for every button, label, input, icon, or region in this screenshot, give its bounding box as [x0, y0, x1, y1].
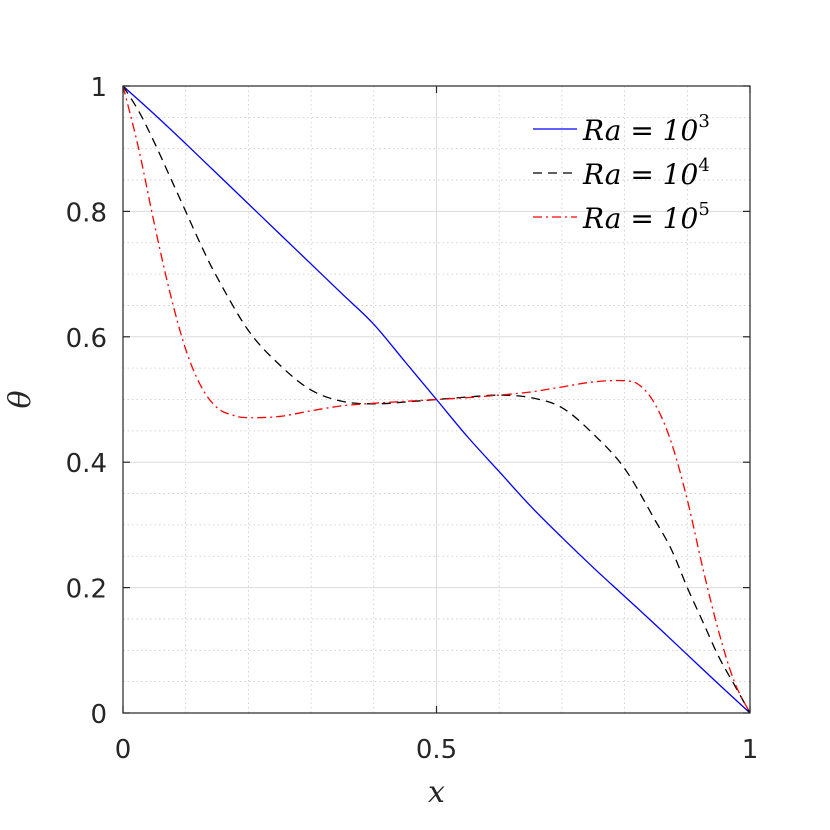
- legend-label-base: Ra = 10: [582, 202, 698, 235]
- legend-label-1: Ra = 103: [582, 111, 710, 147]
- legend-label-exponent: 4: [698, 155, 709, 176]
- legend-label-2: Ra = 104: [582, 155, 710, 191]
- legend-label-exponent: 5: [698, 199, 709, 220]
- minor-grid: [123, 86, 750, 713]
- major-grid: [123, 86, 750, 713]
- x-tick-label: 0.5: [416, 735, 457, 765]
- y-tick-labels: 0 0.2 0.4 0.6 0.8 1: [66, 73, 107, 730]
- series-line-2: [122, 85, 751, 714]
- y-tick-label: 0.6: [66, 324, 107, 354]
- legend-label-exponent: 3: [698, 111, 709, 132]
- x-axis-label: x: [428, 775, 445, 810]
- x-tick-labels: 0 0.5 1: [115, 735, 759, 765]
- x-tick-label: 0: [115, 735, 132, 765]
- y-tick-label: 0: [90, 700, 107, 730]
- series-line-3: [122, 85, 751, 714]
- legend-label-base: Ra = 10: [582, 114, 698, 147]
- y-tick-label: 0.8: [66, 198, 107, 228]
- y-tick-label: 0.4: [66, 449, 107, 479]
- legend-label-3: Ra = 105: [582, 199, 710, 235]
- series-layer: [122, 85, 751, 714]
- legend-label-base: Ra = 10: [582, 158, 698, 191]
- x-tick-label: 1: [742, 735, 759, 765]
- series-line-1: [122, 85, 751, 714]
- y-tick-label: 1: [90, 73, 107, 103]
- y-tick-label: 0.2: [66, 575, 107, 605]
- y-axis-label: θ: [3, 390, 38, 408]
- tick-marks: [122, 85, 751, 714]
